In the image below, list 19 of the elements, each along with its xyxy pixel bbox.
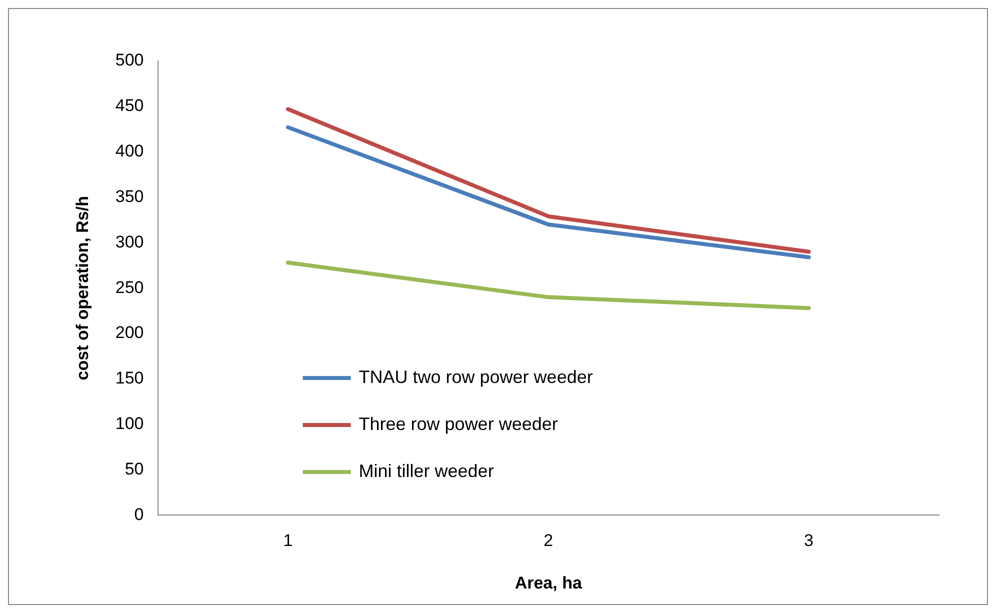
- y-tick-label: 0: [134, 504, 144, 524]
- y-tick-label: 500: [115, 50, 144, 70]
- y-tick-label: 400: [115, 142, 144, 161]
- legend-label: TNAU two row power weeder: [358, 366, 593, 387]
- x-tick-label: 2: [544, 531, 554, 550]
- y-tick-label: 100: [115, 414, 144, 434]
- y-tick-label: 150: [115, 368, 144, 388]
- y-tick-label: 300: [115, 232, 144, 252]
- legend-label: Mini tiller weeder: [358, 460, 494, 481]
- y-tick-label: 250: [115, 278, 144, 297]
- x-tick-label: 3: [804, 531, 814, 550]
- x-axis-title: Area, ha: [514, 573, 582, 592]
- y-tick-label: 50: [124, 459, 144, 478]
- x-tick-label: 1: [283, 531, 293, 550]
- y-axis-title: cost of operation, Rs/h: [72, 196, 92, 380]
- y-tick-label: 450: [115, 96, 144, 116]
- y-tick-label: 350: [115, 186, 144, 206]
- y-tick-label: 200: [115, 323, 144, 342]
- legend-label: Three row power weeder: [358, 414, 558, 434]
